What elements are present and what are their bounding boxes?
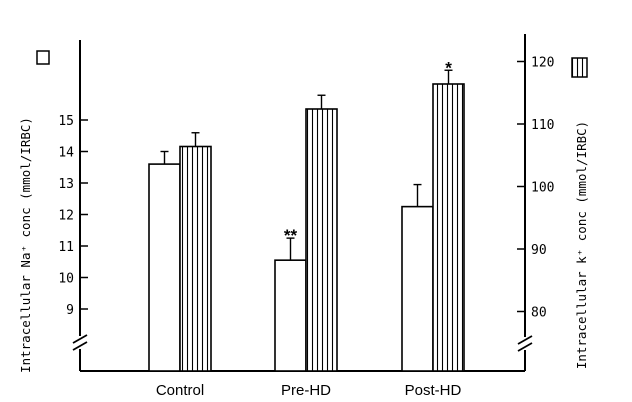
na-bar-post-hd <box>401 205 434 372</box>
left-tick-label: 9 <box>66 303 74 318</box>
left-tick-label: 15 <box>58 114 74 129</box>
bars: *** <box>148 58 465 372</box>
na-bar-control <box>148 163 181 372</box>
na-bar-pre-hd <box>274 259 307 372</box>
k-bar-control <box>179 145 212 372</box>
right-tick-label: 80 <box>531 306 547 321</box>
legend-k-striped-box <box>571 57 588 78</box>
left-tick-label: 14 <box>58 146 74 161</box>
k-bar-pre-hd <box>305 108 338 372</box>
right-tick-label: 120 <box>531 56 554 71</box>
left-axis-title: Intracellular Na⁺ conc (mmol/IRBC) <box>18 117 33 373</box>
right-axis-title: Intracellular k⁺ conc (mmol/IRBC) <box>574 121 589 369</box>
significance-marker: * <box>445 58 452 77</box>
category-label: Pre-HD <box>281 382 331 399</box>
left-tick-label: 13 <box>58 177 74 192</box>
category-label: Control <box>156 382 204 399</box>
right-tick-label: 100 <box>531 181 554 196</box>
left-tick-label: 12 <box>58 209 74 224</box>
right-axis-break <box>517 335 533 352</box>
k-bar-post-hd <box>432 83 465 372</box>
category-labels: Control Pre-HD Post-HD <box>156 382 462 399</box>
right-tick-label: 110 <box>531 118 554 133</box>
category-label: Post-HD <box>405 382 462 399</box>
right-tick-label: 90 <box>531 243 547 258</box>
right-axis-ticks: 80 90 100 110 120 <box>517 56 554 321</box>
legend-na-open-box <box>36 50 50 65</box>
left-axis-break <box>72 334 88 351</box>
left-tick-label: 11 <box>58 240 74 255</box>
left-axis-ticks: 9 10 11 12 13 14 15 <box>58 114 88 318</box>
left-tick-label: 10 <box>58 272 74 287</box>
significance-marker: ** <box>284 226 298 245</box>
